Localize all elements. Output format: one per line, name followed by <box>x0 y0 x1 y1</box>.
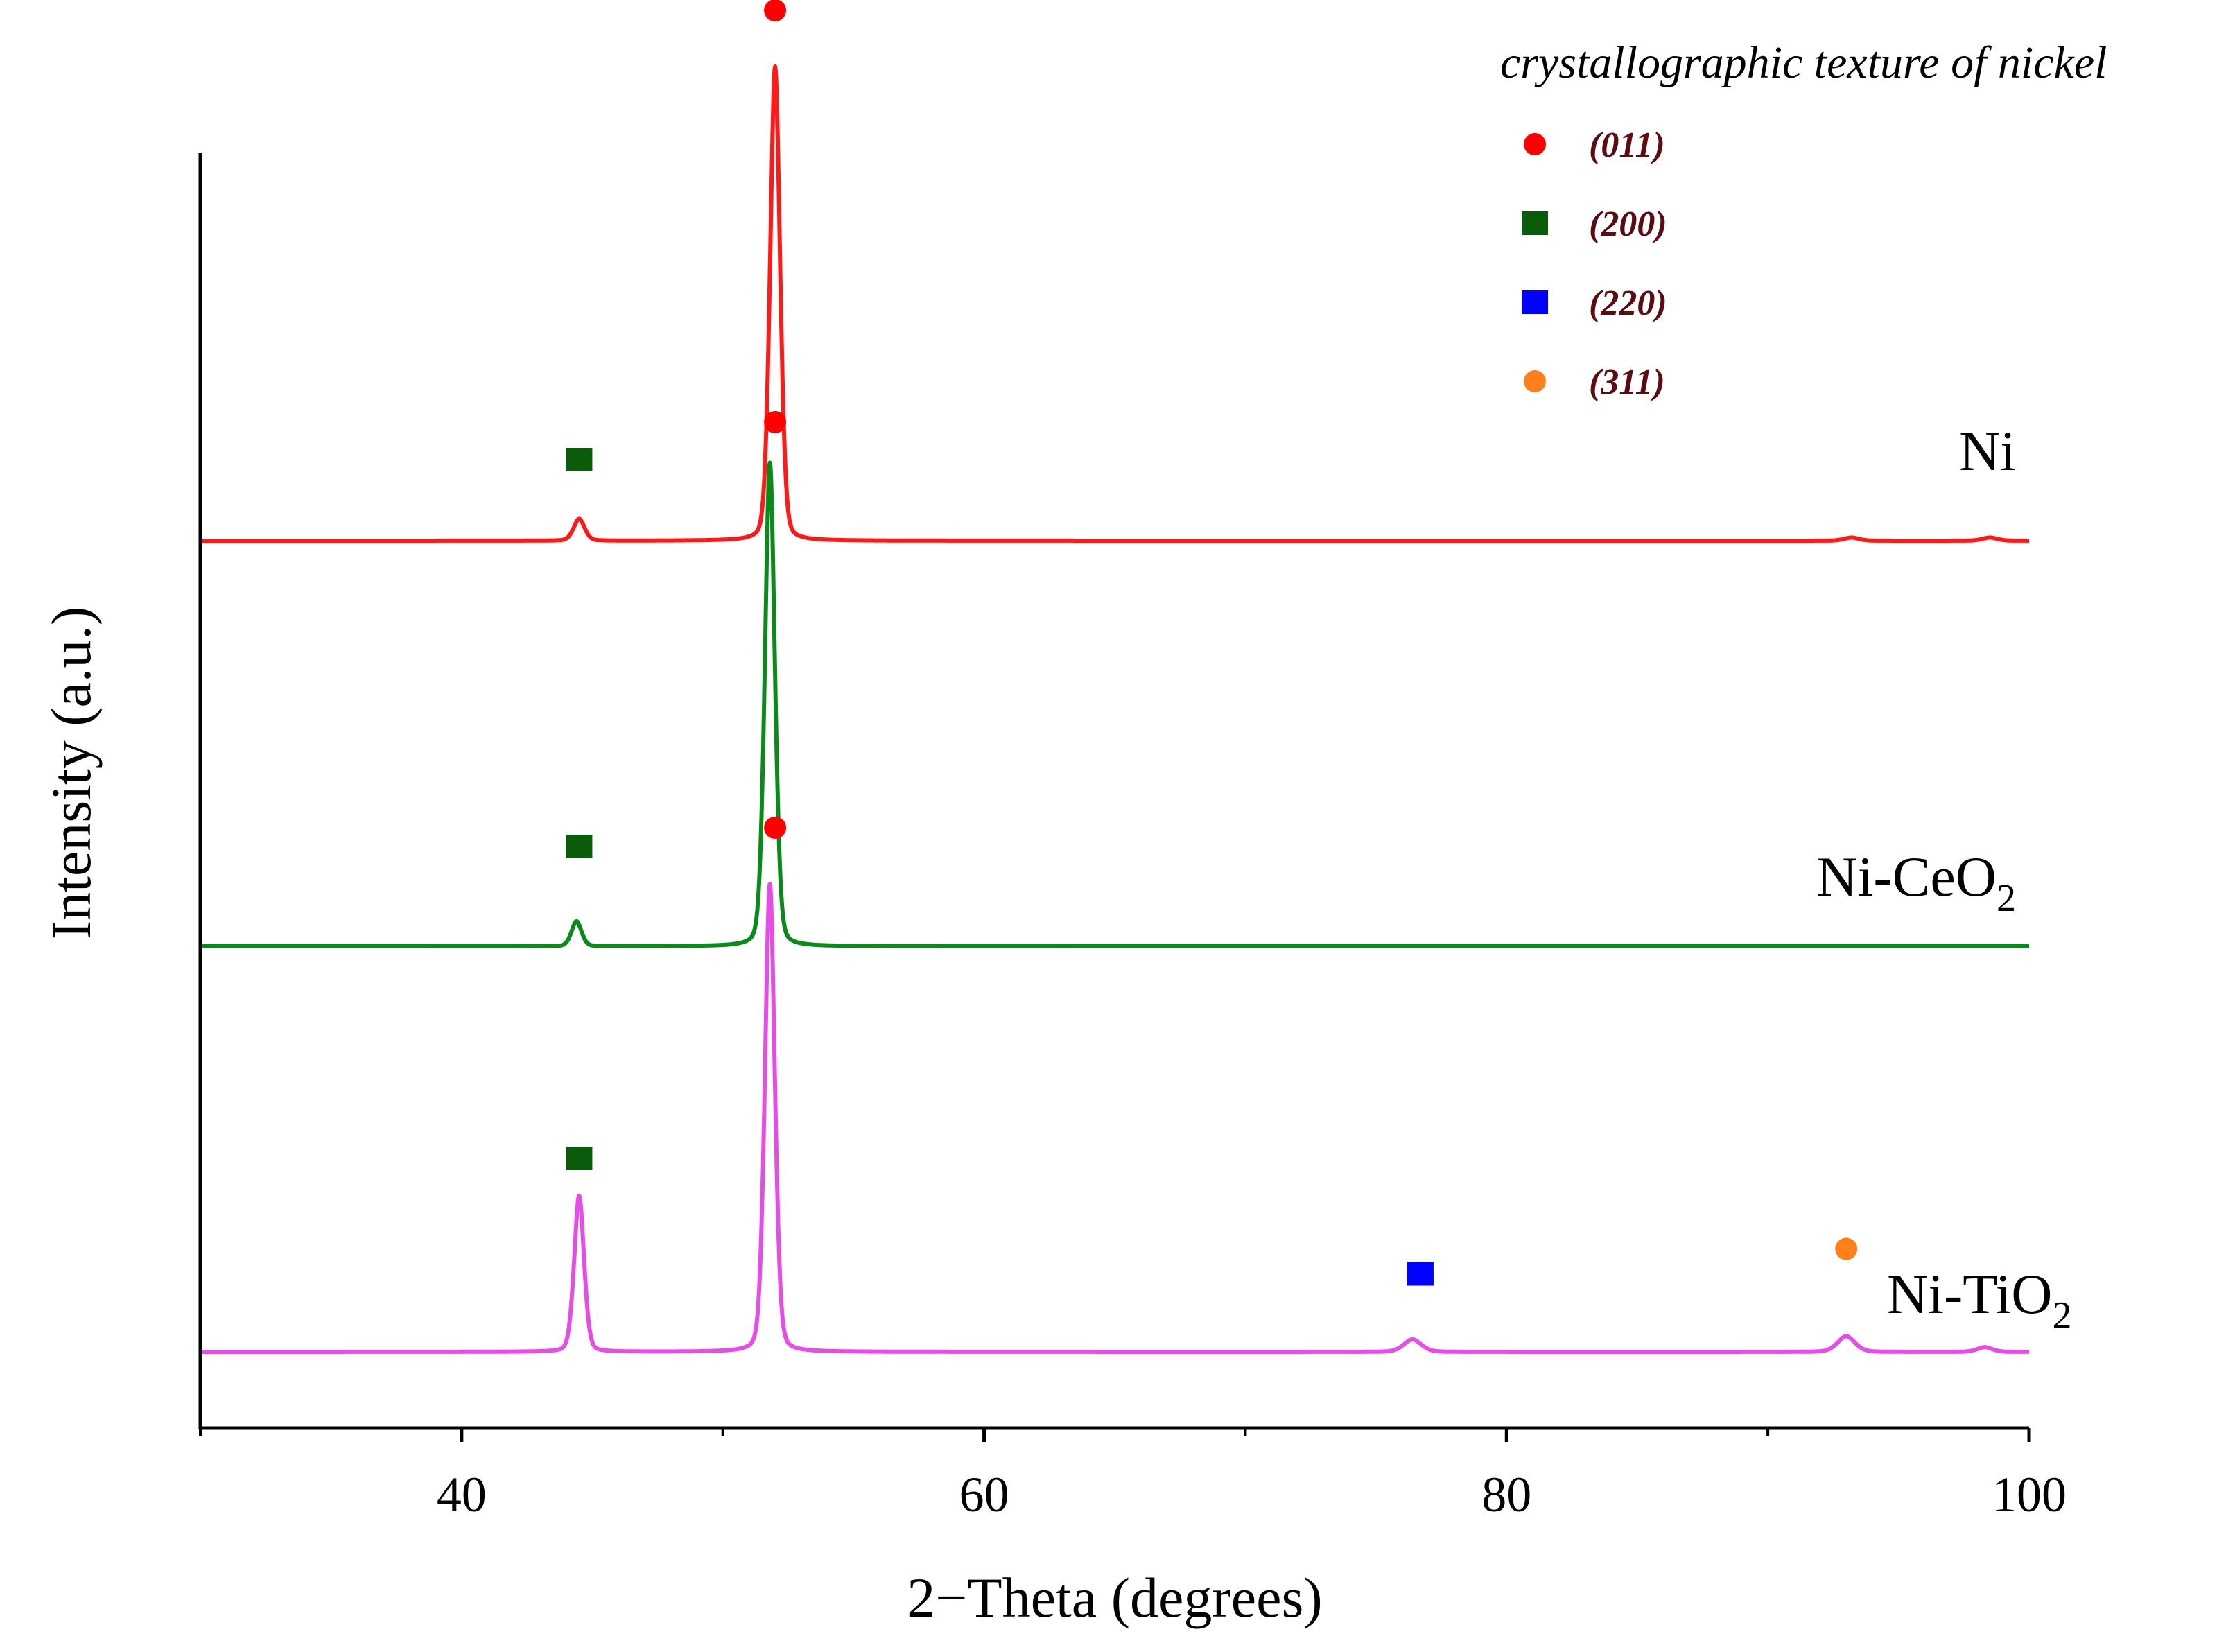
series-label-ni-tio2: Ni-TiO2 <box>1887 1262 2072 1337</box>
peak-marker-ni-ceo2-2 <box>566 835 593 858</box>
series-labels: Ni Ni-CeO2 Ni-TiO2 <box>1816 419 2071 1337</box>
legend-marker-200 <box>1522 211 1548 235</box>
plot-area <box>198 64 2031 1354</box>
peak-marker-ni-0 <box>566 448 593 471</box>
legend-label-311: (311) <box>1589 363 1665 402</box>
legend-label-011: (011) <box>1589 125 1665 165</box>
peak-marker-ni-1 <box>764 0 787 21</box>
legend-marker-220 <box>1522 290 1548 314</box>
legend-title: crystallographic texture of nickel <box>1500 37 2107 88</box>
x-tick-label-40: 40 <box>437 1467 487 1522</box>
x-axis-title: 2−Theta (degrees) <box>907 1566 1322 1629</box>
peak-marker-ni-ceo2-3 <box>764 411 787 433</box>
peak-marker-ni-tio2-5 <box>764 817 787 839</box>
x-tick-label-100: 100 <box>1992 1467 2067 1522</box>
y-axis-title: Intensity (a.u.) <box>40 607 103 939</box>
x-tick-label-60: 60 <box>959 1467 1009 1522</box>
legend-label-200: (200) <box>1589 205 1667 244</box>
legend-marker-311 <box>1524 370 1546 392</box>
series-line-ni-tio2 <box>198 882 2031 1354</box>
peak-markers <box>566 0 1858 1286</box>
peak-marker-ni-tio2-6 <box>1407 1262 1434 1286</box>
x-ticks: 40 60 80 100 <box>199 1428 2067 1522</box>
series-line-ni-ceo2 <box>198 460 2031 948</box>
legend-marker-011 <box>1524 133 1546 155</box>
series-line-ni <box>198 64 2031 543</box>
series-label-ni: Ni <box>1959 419 2016 482</box>
x-tick-label-80: 80 <box>1481 1467 1531 1522</box>
legend: crystallographic texture of nickel (011)… <box>1500 37 2107 402</box>
legend-label-220: (220) <box>1589 284 1667 323</box>
axes <box>198 153 2029 1430</box>
series-label-ni-ceo2: Ni-CeO2 <box>1816 845 2016 920</box>
peak-marker-ni-tio2-4 <box>566 1147 593 1170</box>
peak-marker-ni-tio2-7 <box>1835 1237 1858 1260</box>
